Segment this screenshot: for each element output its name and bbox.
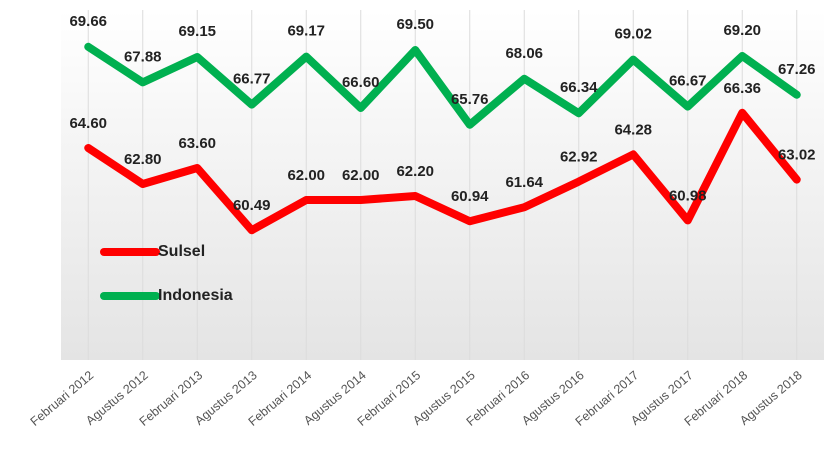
data-label: 65.76: [451, 91, 489, 108]
data-label: 62.20: [396, 163, 434, 180]
plot-area: [61, 10, 824, 360]
data-label: 69.20: [723, 22, 761, 39]
data-label: 64.28: [614, 121, 652, 138]
data-label: 63.60: [178, 135, 216, 152]
data-label: 60.98: [669, 187, 707, 204]
data-label: 62.80: [124, 151, 162, 168]
data-label: 66.77: [233, 71, 271, 88]
data-label: 66.67: [669, 73, 707, 90]
data-label: 62.00: [287, 167, 325, 184]
data-label: 69.17: [287, 23, 325, 40]
data-label: 66.36: [723, 80, 761, 97]
data-label: 69.02: [614, 26, 652, 43]
data-label: 66.60: [342, 74, 380, 91]
legend-label: Indonesia: [158, 287, 233, 304]
data-label: 64.60: [69, 115, 107, 132]
data-label: 63.02: [778, 147, 816, 164]
data-label: 60.49: [233, 197, 271, 214]
data-label: 62.92: [560, 149, 598, 166]
data-label: 68.06: [505, 45, 543, 62]
data-label: 67.88: [124, 48, 162, 65]
data-label: 69.15: [178, 23, 216, 40]
data-label: 69.50: [396, 16, 434, 33]
data-label: 66.34: [560, 79, 598, 96]
series-line: [84, 108, 801, 235]
series-line: [84, 42, 801, 129]
data-label: 67.26: [778, 61, 816, 78]
legend-label: Sulsel: [158, 243, 205, 260]
data-label: 61.64: [505, 174, 543, 191]
data-label: 60.94: [451, 188, 489, 205]
data-label: 69.66: [69, 13, 107, 30]
data-label: 62.00: [342, 167, 380, 184]
